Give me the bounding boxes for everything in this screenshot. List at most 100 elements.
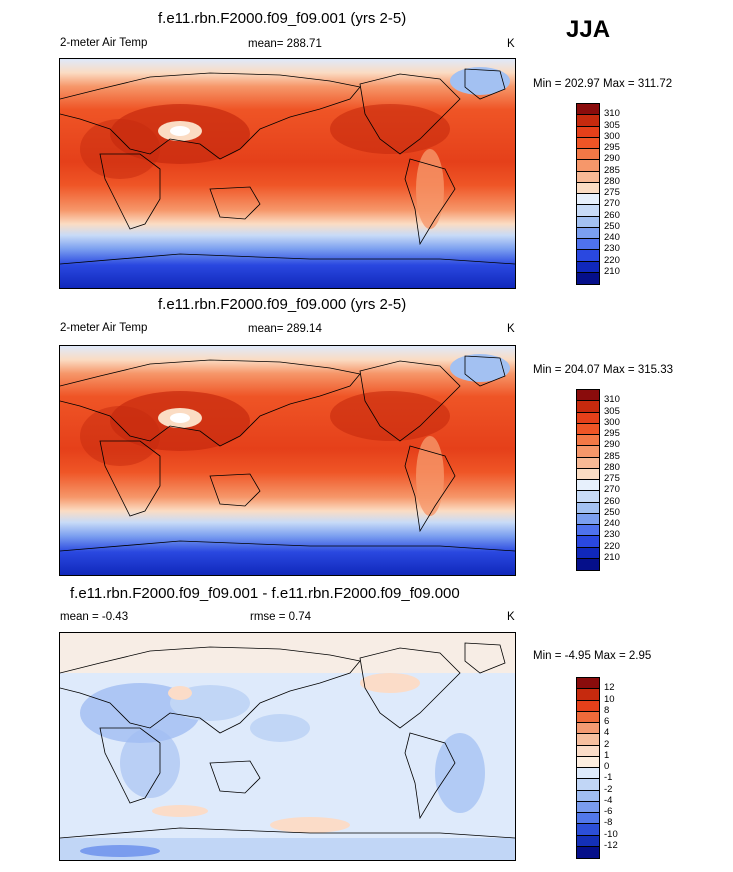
colorbar-label: -8 (604, 817, 613, 829)
panel-1-variable-label: 2-meter Air Temp (60, 37, 148, 49)
colorbar-swatch (577, 227, 599, 239)
colorbar-swatch (577, 401, 599, 413)
colorbar-label: 270 (604, 484, 620, 496)
colorbar-label: 4 (604, 727, 610, 739)
colorbar-label: 220 (604, 540, 620, 552)
colorbar-label: 300 (604, 416, 620, 428)
panel-2-minmax: Min = 204.07 Max = 315.33 (533, 364, 674, 376)
colorbar-label: 310 (604, 394, 620, 406)
panel-3-rmse-label: rmse = 0.74 (250, 611, 312, 623)
colorbar-label: 260 (604, 209, 620, 221)
colorbar-label: 8 (604, 704, 610, 716)
colorbar-swatch (577, 779, 599, 791)
panel-3-map (59, 632, 516, 861)
colorbar-label: 280 (604, 461, 620, 473)
colorbar-label: 305 (604, 405, 620, 417)
colorbar-label: 295 (604, 428, 620, 439)
colorbar-swatch (577, 446, 599, 458)
colorbar-label: 305 (604, 119, 620, 131)
colorbar-label: 240 (604, 232, 620, 243)
colorbar-swatch (577, 194, 599, 206)
colorbar-label: -12 (604, 839, 618, 851)
colorbar-label: 10 (604, 693, 615, 705)
colorbar-label: 210 (604, 265, 620, 277)
panel-2-map (59, 345, 516, 576)
colorbar-swatch (577, 824, 599, 836)
panel-3-minmax: Min = -4.95 Max = 2.95 (533, 650, 652, 662)
colorbar-label: 275 (604, 473, 620, 484)
panel-3-units: K (507, 611, 515, 623)
colorbar-swatch (577, 502, 599, 514)
colorbar-label: 12 (604, 682, 615, 694)
colorbar-swatch (577, 205, 599, 217)
colorbar-label: 2 (604, 738, 610, 750)
colorbar-swatch (577, 734, 599, 746)
colorbar-swatch (577, 525, 599, 537)
colorbar-label: -1 (604, 772, 613, 784)
panel-1-colorbar (576, 103, 600, 285)
colorbar-label: 300 (604, 130, 620, 142)
colorbar-swatch (577, 723, 599, 735)
colorbar-label: -10 (604, 828, 618, 840)
panel-1-units: K (507, 38, 515, 50)
colorbar-label: 285 (604, 164, 620, 176)
colorbar-label: 1 (604, 749, 610, 761)
colorbar-swatch (577, 468, 599, 480)
panel-2-units: K (507, 323, 515, 335)
colorbar-label: 295 (604, 142, 620, 153)
colorbar-swatch (577, 536, 599, 548)
colorbar-swatch (577, 835, 599, 847)
panel-3-mean-label: mean = -0.43 (60, 611, 129, 623)
colorbar-label: 290 (604, 153, 620, 165)
colorbar-swatch (577, 115, 599, 127)
colorbar-swatch (577, 435, 599, 447)
colorbar-swatch (577, 272, 599, 284)
colorbar-label: -4 (604, 794, 613, 806)
colorbar-swatch (577, 756, 599, 768)
panel-1-mean-label: mean= 288.71 (248, 38, 322, 50)
colorbar-label: 310 (604, 108, 620, 120)
colorbar-label: 0 (604, 761, 610, 772)
panel-2-variable-label: 2-meter Air Temp (60, 322, 148, 334)
colorbar-swatch (577, 182, 599, 194)
colorbar-swatch (577, 412, 599, 424)
colorbar-swatch (577, 261, 599, 273)
colorbar-swatch (577, 250, 599, 262)
colorbar-swatch (577, 513, 599, 525)
panel-2-colorbar (576, 389, 600, 571)
colorbar-label: 6 (604, 716, 610, 727)
colorbar-label: 210 (604, 551, 620, 563)
colorbar-swatch (577, 689, 599, 701)
colorbar-label: 230 (604, 529, 620, 541)
colorbar-swatch (577, 813, 599, 825)
colorbar-swatch (577, 846, 599, 858)
colorbar-label: 230 (604, 243, 620, 255)
colorbar-swatch (577, 711, 599, 723)
colorbar-swatch (577, 558, 599, 570)
colorbar-label: 290 (604, 439, 620, 451)
colorbar-swatch (577, 801, 599, 813)
colorbar-swatch (577, 457, 599, 469)
colorbar-swatch (577, 768, 599, 780)
colorbar-label: 250 (604, 506, 620, 518)
colorbar-swatch (577, 390, 599, 402)
colorbar-swatch (577, 745, 599, 757)
colorbar-swatch (577, 239, 599, 251)
colorbar-swatch (577, 149, 599, 161)
season-label: JJA (566, 16, 611, 43)
panel-2-title: f.e11.rbn.F2000.f09_f09.000 (yrs 2-5) (158, 296, 407, 313)
colorbar-swatch (577, 171, 599, 183)
colorbar-label: 220 (604, 254, 620, 266)
colorbar-label: 275 (604, 187, 620, 198)
panel-3-colorbar (576, 677, 600, 859)
colorbar-label: 285 (604, 450, 620, 462)
panel-1-map (59, 58, 516, 289)
colorbar-label: -2 (604, 783, 613, 795)
colorbar-swatch (577, 547, 599, 559)
colorbar-swatch (577, 700, 599, 712)
panel-1-minmax: Min = 202.97 Max = 311.72 (533, 78, 673, 90)
colorbar-swatch (577, 126, 599, 138)
panel-1-title: f.e11.rbn.F2000.f09_f09.001 (yrs 2-5) (158, 10, 407, 27)
colorbar-swatch (577, 480, 599, 492)
colorbar-swatch (577, 678, 599, 690)
